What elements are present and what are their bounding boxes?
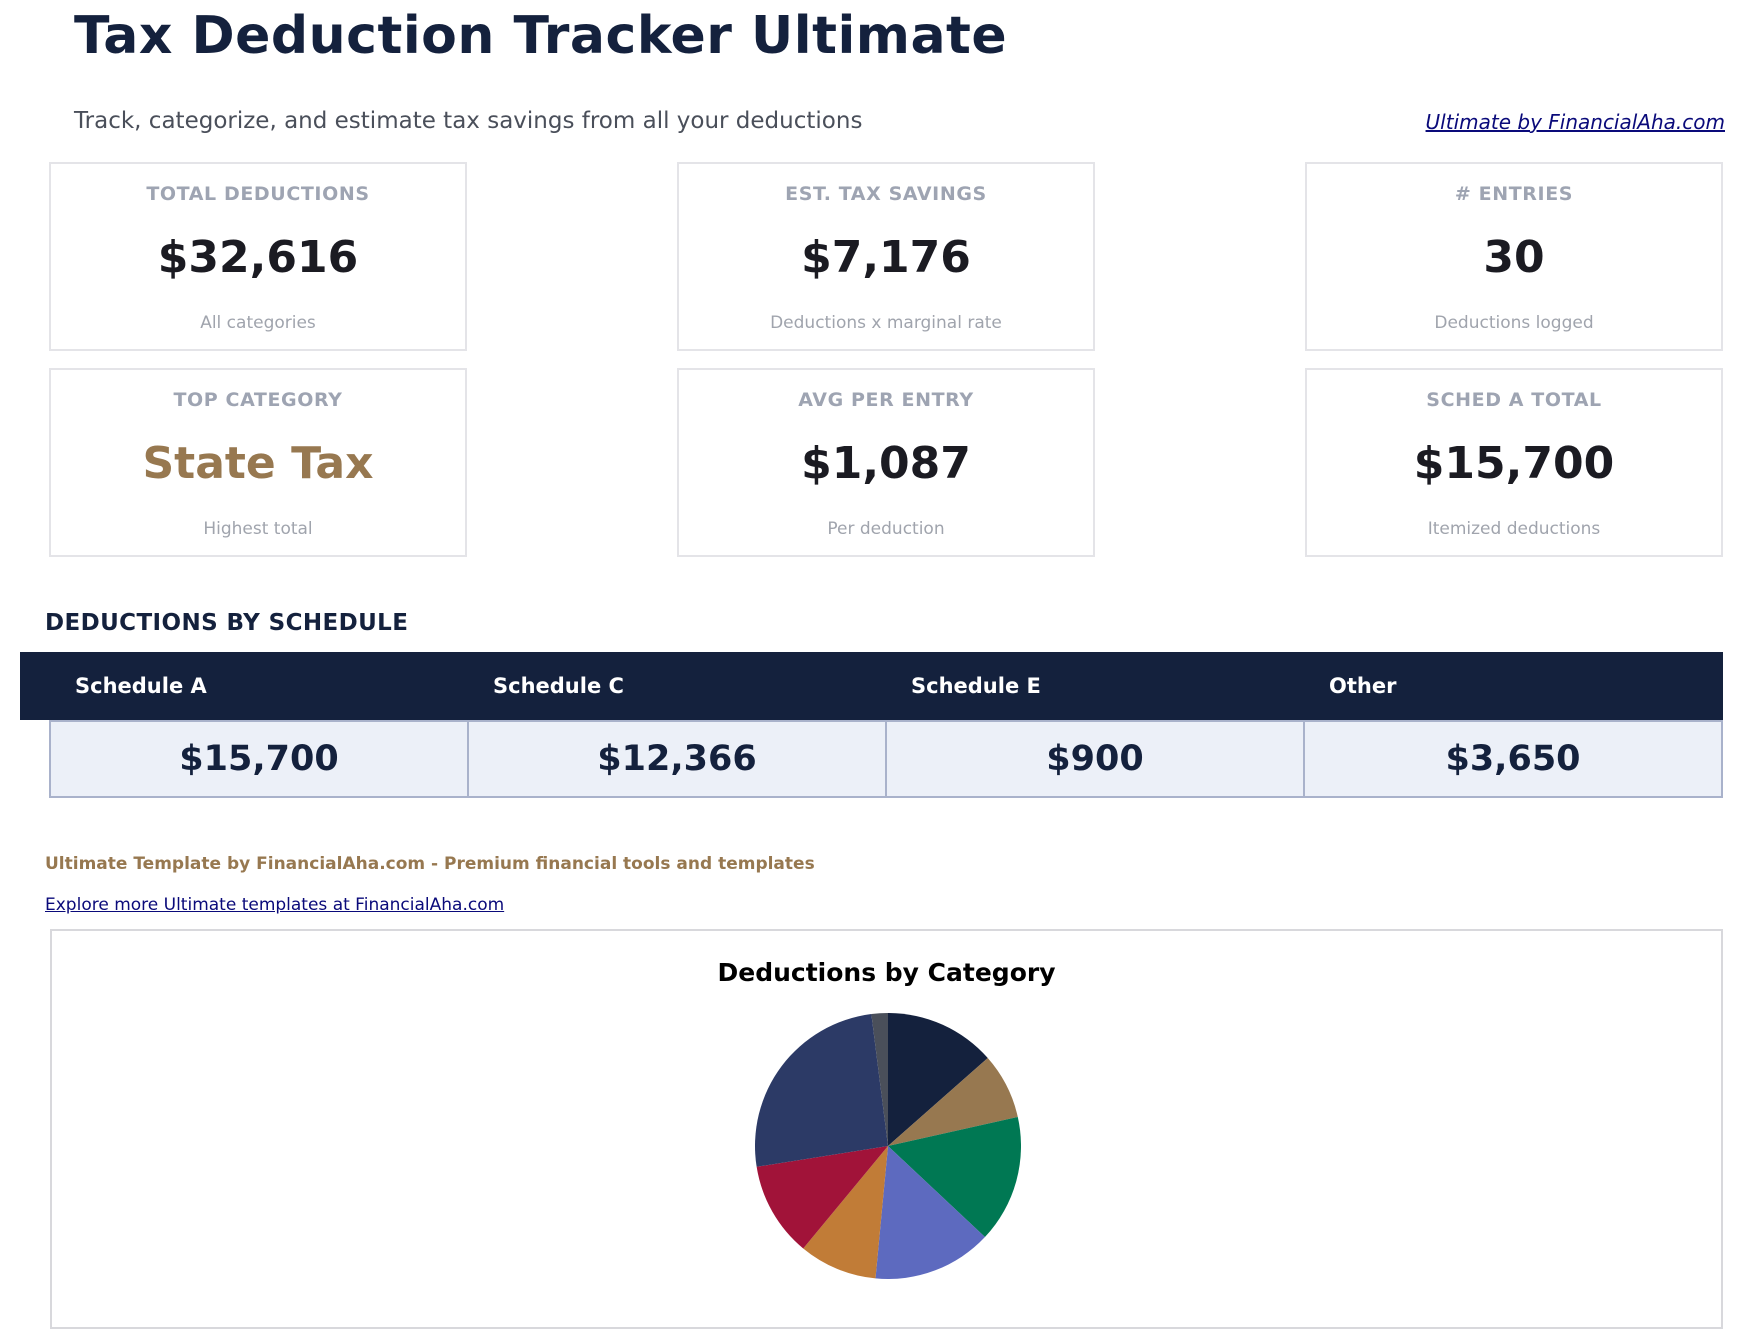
chart-title: Deductions by Category xyxy=(717,958,1056,987)
pie-slice-5 xyxy=(756,1146,888,1249)
footer-note: Ultimate Template by FinancialAha.com - … xyxy=(45,854,815,874)
pie-slice-0 xyxy=(888,1013,988,1146)
kpi-label: # ENTRIES xyxy=(1454,183,1574,205)
schedule-value-cell: $15,700 xyxy=(51,722,469,796)
chart-panel: Deductions by Category xyxy=(50,929,1723,1329)
kpi-label: SCHED A TOTAL xyxy=(1426,389,1602,411)
kpi-caption: Highest total xyxy=(203,519,313,539)
schedule-value-cell: $3,650 xyxy=(1445,739,1581,779)
pie-slice-2 xyxy=(888,1116,1022,1238)
kpi-value: 30 xyxy=(1483,232,1545,283)
kpi-caption: Deductions x marginal rate xyxy=(770,313,1002,333)
kpi-caption: Per deduction xyxy=(827,519,945,539)
kpi-card-top-category: TOP CATEGORY State Tax Highest total xyxy=(49,368,467,557)
kpi-value: $32,616 xyxy=(157,232,359,283)
page-title: Tax Deduction Tracker Ultimate xyxy=(74,6,1008,66)
kpi-value: $7,176 xyxy=(801,232,971,283)
kpi-value: State Tax xyxy=(142,438,374,489)
kpi-card-entries: # ENTRIES 30 Deductions logged xyxy=(1305,162,1723,351)
schedule-table-header: Schedule A Schedule C Schedule E Other xyxy=(20,652,1723,720)
pie-slice-6 xyxy=(755,1014,888,1167)
kpi-value: $1,087 xyxy=(801,438,971,489)
pie-slice-1 xyxy=(888,1058,1018,1146)
schedule-table-values: $15,700 $12,366 $900 $3,650 xyxy=(49,720,1723,798)
kpi-caption: All categories xyxy=(200,313,316,333)
brand-link[interactable]: Ultimate by FinancialAha.com xyxy=(1425,110,1725,134)
schedule-column-header: Other xyxy=(1329,674,1397,698)
kpi-label: TOTAL DEDUCTIONS xyxy=(146,183,370,205)
page-subtitle: Track, categorize, and estimate tax savi… xyxy=(74,108,863,134)
pie-chart xyxy=(755,1013,1022,1279)
pie-slice-4 xyxy=(803,1146,888,1279)
schedule-value-cell: $900 xyxy=(887,722,1305,796)
schedule-column-header: Schedule E xyxy=(911,674,1041,698)
schedule-column-header: Schedule A xyxy=(75,674,207,698)
kpi-label: EST. TAX SAVINGS xyxy=(785,183,987,205)
kpi-label: TOP CATEGORY xyxy=(173,389,343,411)
kpi-card-sched-a-total: SCHED A TOTAL $15,700 Itemized deduction… xyxy=(1305,368,1723,557)
kpi-card-total-deductions: TOTAL DEDUCTIONS $32,616 All categories xyxy=(49,162,467,351)
schedule-column-header: Schedule C xyxy=(493,674,624,698)
kpi-caption: Itemized deductions xyxy=(1427,519,1601,539)
kpi-card-avg-per-entry: AVG PER ENTRY $1,087 Per deduction xyxy=(677,368,1095,557)
kpi-caption: Deductions logged xyxy=(1434,313,1594,333)
section-heading-schedule: DEDUCTIONS BY SCHEDULE xyxy=(45,610,409,636)
pie-slice-7 xyxy=(871,1013,888,1146)
schedule-value-cell: $12,366 xyxy=(469,722,887,796)
kpi-label: AVG PER ENTRY xyxy=(798,389,974,411)
kpi-card-est-tax-savings: EST. TAX SAVINGS $7,176 Deductions x mar… xyxy=(677,162,1095,351)
explore-templates-link[interactable]: Explore more Ultimate templates at Finan… xyxy=(45,895,505,915)
kpi-value: $15,700 xyxy=(1413,438,1615,489)
pie-slice-3 xyxy=(875,1146,985,1279)
